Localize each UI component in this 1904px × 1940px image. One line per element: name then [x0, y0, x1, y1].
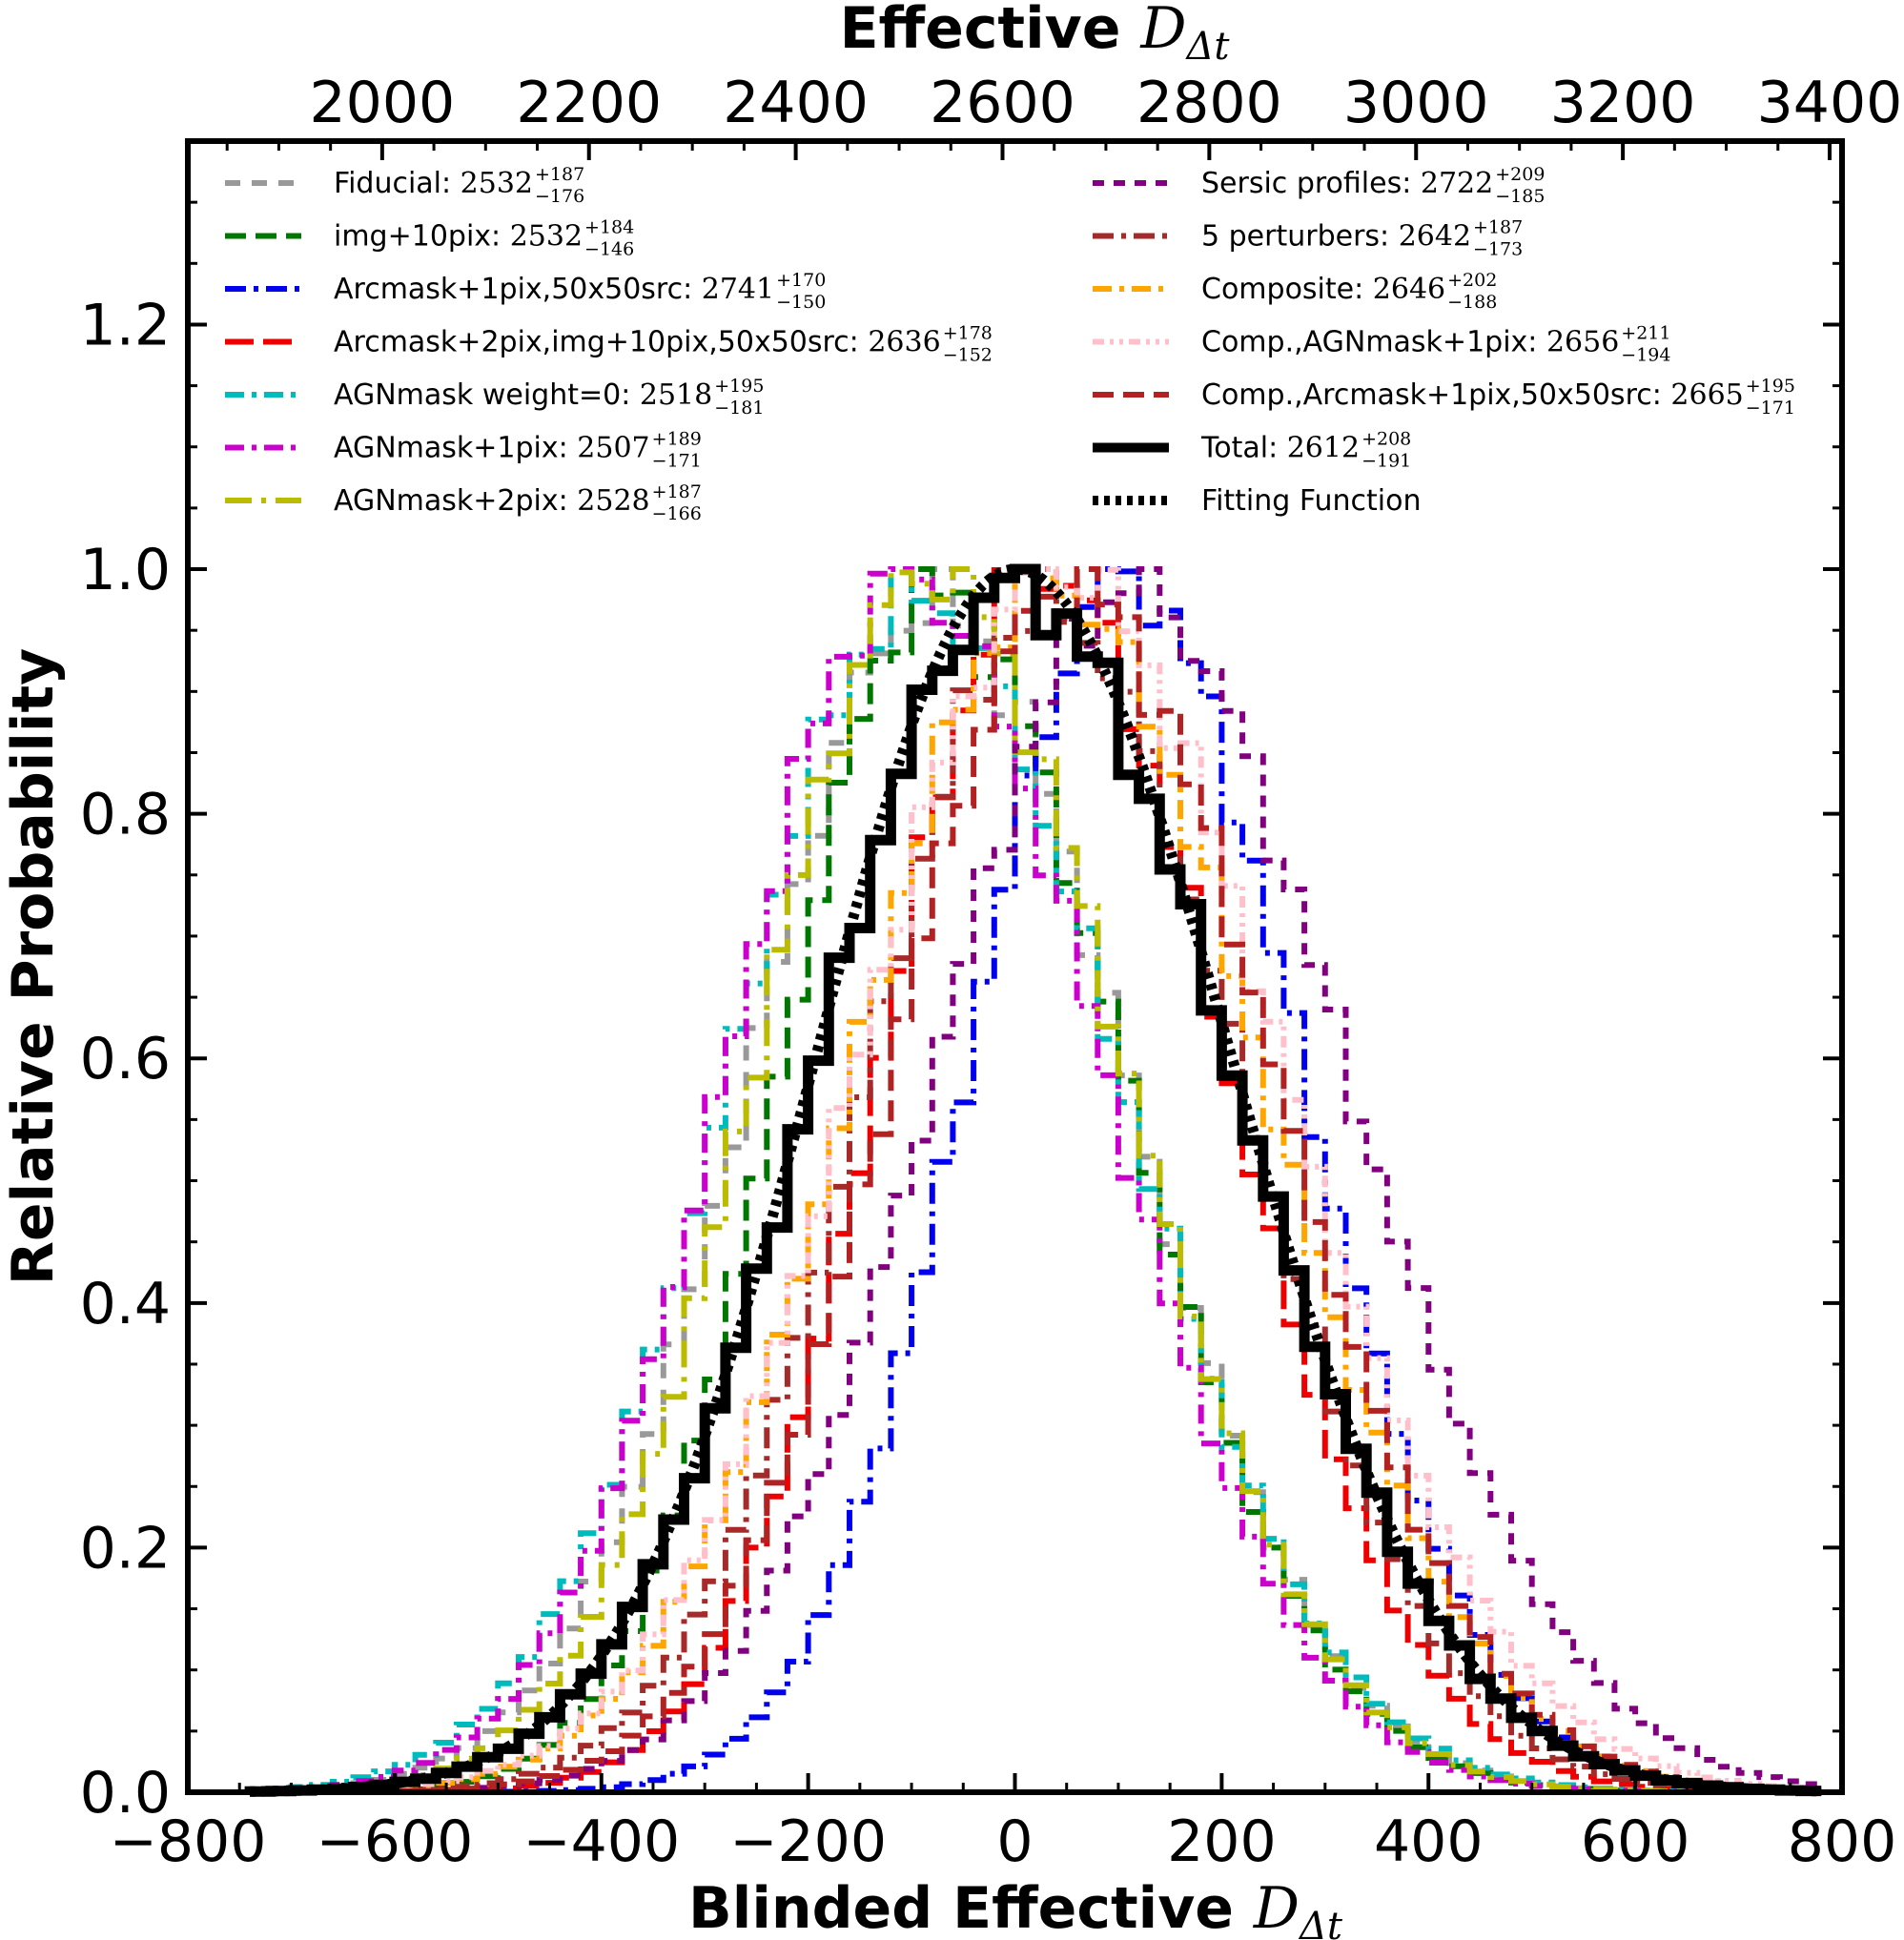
legend-lower-error-8: −173 [1473, 239, 1523, 260]
legend-entry-9: Composite: 2646 [1201, 273, 1445, 306]
legend-entry-1: img+10pix: 2532 [334, 220, 583, 254]
legend-upper-error-4: +195 [714, 376, 764, 397]
legend-lower-error-4: −181 [714, 398, 764, 419]
y-tick-label: 0.8 [80, 782, 171, 848]
bottom-axis-title: Blinded Effective DΔt [688, 1875, 1343, 1940]
y-tick-label: 0.0 [80, 1760, 171, 1827]
x-tick-label: 200 [1167, 1808, 1277, 1875]
x-tick-label: 400 [1374, 1808, 1484, 1875]
legend-upper-error-11: +195 [1746, 376, 1795, 397]
series-line-13 [249, 563, 1822, 1797]
legend-upper-error-2: +170 [776, 270, 826, 291]
legend-upper-error-12: +208 [1361, 429, 1411, 450]
legend-lower-error-2: −150 [776, 292, 826, 313]
top-tick-label: 2400 [723, 70, 869, 136]
legend-entry-8: 5 perturbers: 2642 [1201, 220, 1471, 254]
legend-upper-error-7: +209 [1495, 164, 1545, 185]
legend-upper-error-0: +187 [535, 164, 584, 185]
legend-entry-6: AGNmask+2pix: 2528 [334, 484, 650, 518]
legend-upper-error-3: +178 [943, 323, 993, 344]
series-line-10 [247, 566, 1822, 1795]
legend-lower-error-0: −176 [535, 186, 584, 207]
legend-upper-error-9: +202 [1447, 270, 1497, 291]
top-tick-label: 2800 [1136, 70, 1282, 136]
legend-lower-error-1: −146 [584, 239, 634, 260]
top-tick-label: 3200 [1550, 70, 1696, 136]
y-tick-label: 0.2 [80, 1515, 171, 1582]
legend-lower-error-12: −191 [1361, 451, 1411, 472]
legend-upper-error-10: +211 [1621, 323, 1670, 344]
top-tick-label: 3000 [1343, 70, 1489, 136]
x-tick-label: −600 [316, 1808, 473, 1875]
legend-entry-0: Fiducial: 2532 [334, 167, 533, 200]
top-tick-label: 2200 [516, 70, 662, 136]
y-tick-label: 0.4 [80, 1271, 171, 1338]
top-tick-label: 2600 [930, 70, 1075, 136]
curves-layer [244, 563, 1822, 1797]
legend-upper-error-5: +189 [652, 429, 702, 450]
x-tick-label: 800 [1788, 1808, 1897, 1875]
legend-entry-11: Comp.,Arcmask+1pix,50x50src: 2665 [1201, 378, 1744, 412]
series-line-6 [247, 566, 1822, 1795]
legend-entry-10: Comp.,AGNmask+1pix: 2656 [1201, 326, 1619, 359]
top-tick-label: 2000 [310, 70, 456, 136]
x-tick-label: −800 [110, 1808, 267, 1875]
y-axis-title: Relative Probability [0, 648, 67, 1286]
legend-entry-4: AGNmask weight=0: 2518 [334, 378, 712, 412]
legend-entry-12: Total: 2612 [1200, 432, 1360, 465]
legend-upper-error-6: +187 [652, 481, 702, 502]
top-axis-title: Effective DΔt [840, 0, 1231, 69]
top-tick-label: 3400 [1757, 70, 1903, 136]
legend-upper-error-8: +187 [1473, 217, 1523, 238]
x-tick-label: 0 [996, 1808, 1033, 1875]
legend-lower-error-5: −171 [652, 451, 702, 472]
legend-lower-error-3: −152 [943, 345, 993, 366]
y-tick-label: 1.2 [80, 292, 171, 358]
legend-upper-error-1: +184 [584, 217, 634, 238]
tick-labels: −800 −600 −400 −200 0 200 400 600 800 2000 2200 240… [80, 70, 1903, 1875]
x-tick-label: −200 [729, 1808, 887, 1875]
y-tick-label: 0.6 [80, 1026, 171, 1093]
legend-lower-error-7: −185 [1495, 186, 1545, 207]
legend-lower-error-9: −188 [1447, 292, 1497, 313]
x-tick-label: −400 [522, 1808, 680, 1875]
legend-lower-error-10: −194 [1621, 345, 1670, 366]
x-tick-label: 600 [1581, 1808, 1690, 1875]
legend-entry-5: AGNmask+1pix: 2507 [334, 432, 650, 465]
y-tick-label: 1.0 [80, 537, 171, 603]
legend-entry-2: Arcmask+1pix,50x50src: 2741 [334, 273, 774, 306]
legend-lower-error-6: −166 [652, 503, 702, 524]
legend-entry-7: Sersic profiles: 2722 [1201, 167, 1493, 200]
legend-entry-13: Fitting Function [1201, 484, 1421, 518]
tick-marks [186, 141, 1844, 1794]
legend-entry-3: Arcmask+2pix,img+10pix,50x50src: 2636 [334, 326, 941, 359]
legend-lower-error-11: −171 [1746, 398, 1795, 419]
